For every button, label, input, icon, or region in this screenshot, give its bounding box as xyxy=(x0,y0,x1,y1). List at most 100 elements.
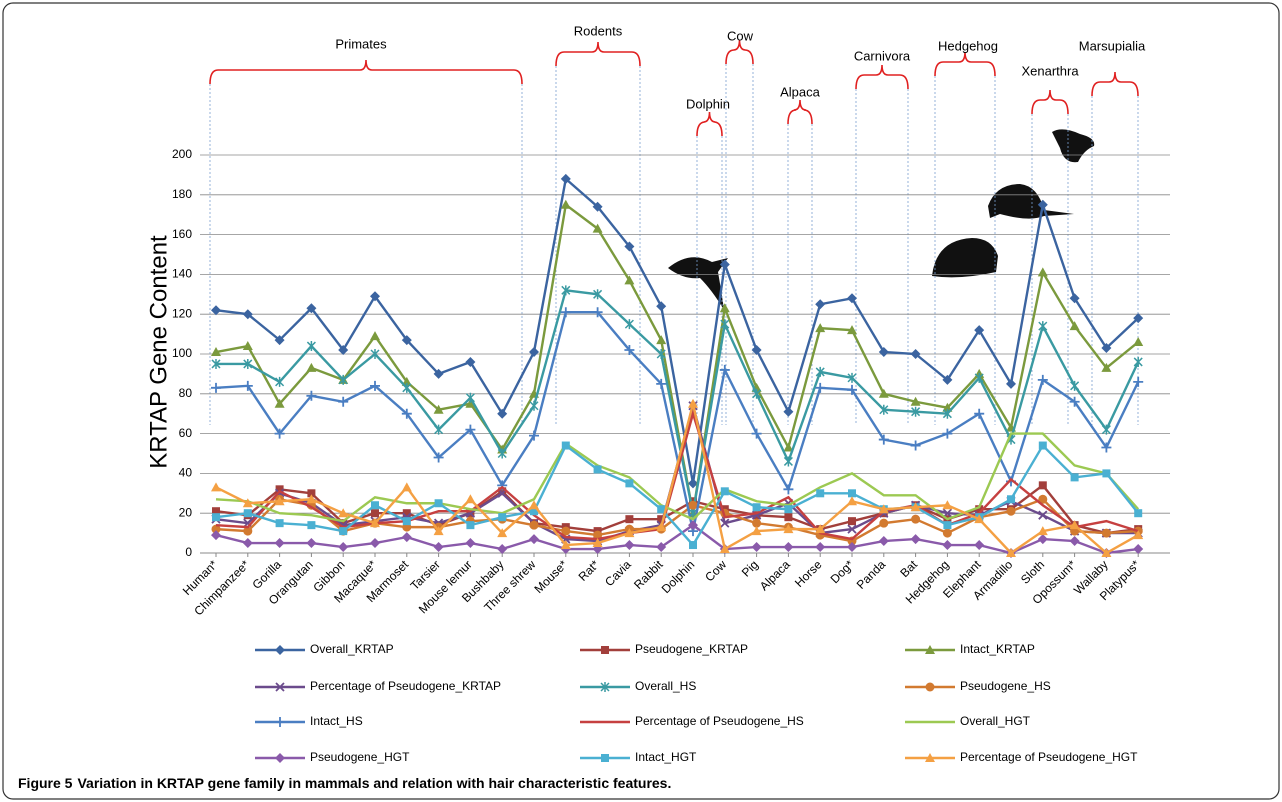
data-point xyxy=(339,527,348,536)
data-point xyxy=(401,532,412,543)
data-point xyxy=(1101,362,1112,372)
data-point xyxy=(529,430,539,441)
data-point xyxy=(719,259,730,270)
data-point xyxy=(624,540,635,551)
y-tick-label: 120 xyxy=(172,306,192,320)
data-point xyxy=(466,521,475,530)
data-point xyxy=(656,349,666,359)
data-point xyxy=(529,520,539,530)
data-point xyxy=(212,513,220,522)
group-label: Marsupialia xyxy=(1079,38,1146,53)
data-point xyxy=(274,428,285,439)
data-point xyxy=(1133,544,1144,555)
data-point xyxy=(974,540,985,551)
legend-label: Overall_HGT xyxy=(960,714,1031,728)
legend-item: Pseudogene_HGT xyxy=(255,750,410,764)
data-point xyxy=(592,538,603,548)
data-point xyxy=(465,398,476,408)
data-point xyxy=(815,524,826,534)
data-point xyxy=(1101,343,1112,354)
data-point xyxy=(306,390,317,401)
data-point xyxy=(307,521,316,530)
data-point xyxy=(306,362,317,372)
data-point xyxy=(497,408,508,419)
data-point xyxy=(624,528,635,538)
data-point xyxy=(720,319,730,330)
legend-marker xyxy=(600,682,610,692)
series-line xyxy=(215,409,1139,541)
data-point xyxy=(402,517,411,526)
legend-label: Overall_KRTAP xyxy=(310,642,394,656)
data-point xyxy=(751,428,762,439)
data-point xyxy=(1069,321,1080,331)
x-tick-label: Alpaca xyxy=(757,557,793,593)
data-point xyxy=(593,289,603,300)
data-point xyxy=(751,345,762,356)
data-point xyxy=(752,518,762,528)
data-point xyxy=(530,507,538,516)
group-bracket xyxy=(209,59,523,85)
data-point xyxy=(911,514,921,524)
y-tick-label: 20 xyxy=(179,505,193,519)
data-point xyxy=(593,530,603,540)
data-point xyxy=(656,301,667,312)
data-point xyxy=(1038,494,1048,504)
data-point xyxy=(1069,536,1080,547)
data-point xyxy=(497,544,508,555)
x-tick-label: Pig xyxy=(739,557,761,579)
legend-item: Percentage of Pseudogene_KRTAP xyxy=(255,679,501,693)
caption-text: Variation in KRTAP gene family in mammal… xyxy=(77,775,671,791)
data-point xyxy=(815,542,826,553)
legend-marker xyxy=(601,754,609,762)
data-point xyxy=(274,538,285,549)
data-point xyxy=(624,345,635,356)
data-point xyxy=(656,542,667,553)
data-point xyxy=(719,364,730,375)
sloth-icon xyxy=(1052,129,1095,163)
data-point xyxy=(624,275,635,285)
legend-item: Percentage of Pseudogene_HGT xyxy=(905,750,1138,764)
legend-marker xyxy=(275,717,285,727)
data-point xyxy=(465,392,475,403)
data-point xyxy=(878,434,889,445)
data-point xyxy=(498,513,507,522)
legend-marker xyxy=(925,753,935,762)
data-point xyxy=(1038,481,1047,490)
data-point xyxy=(306,303,317,314)
data-point xyxy=(1069,520,1080,530)
data-point xyxy=(1101,424,1111,435)
caption: Figure 5 Variation in KRTAP gene family i… xyxy=(18,775,671,791)
data-point xyxy=(657,515,666,524)
data-point xyxy=(1037,374,1048,385)
data-point xyxy=(434,499,443,508)
figure-label: Figure 5 xyxy=(18,775,73,791)
data-point xyxy=(784,513,793,522)
legend-label: Percentage of Pseudogene_HGT xyxy=(960,750,1138,764)
y-tick-label: 140 xyxy=(172,267,192,281)
data-point xyxy=(1006,548,1016,557)
series-line xyxy=(216,289,1140,514)
data-point xyxy=(211,482,221,492)
dolphin-icon xyxy=(668,257,728,310)
data-point xyxy=(752,388,762,399)
data-point xyxy=(1069,396,1080,407)
group-bracket xyxy=(1091,71,1139,97)
legend-label: Intact_KRTAP xyxy=(960,642,1035,656)
legend-item: Pseudogene_KRTAP xyxy=(580,642,748,656)
data-point xyxy=(879,404,889,415)
data-point xyxy=(1070,473,1079,482)
x-tick-label: Bat xyxy=(897,557,920,580)
legend-item: Overall_KRTAP xyxy=(255,642,394,656)
data-point xyxy=(751,526,762,536)
data-point xyxy=(688,500,698,510)
data-point xyxy=(433,526,444,536)
group-bracket xyxy=(555,41,641,67)
data-point xyxy=(433,542,444,553)
data-point xyxy=(624,319,634,330)
data-point xyxy=(847,293,857,304)
data-point xyxy=(593,465,602,474)
data-point xyxy=(243,509,252,518)
group-bracket xyxy=(934,51,996,77)
